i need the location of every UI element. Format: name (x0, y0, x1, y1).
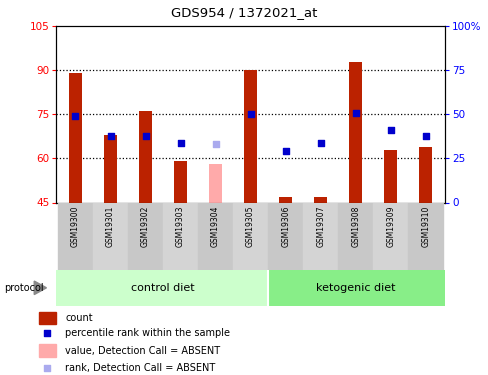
Text: GSM19309: GSM19309 (386, 206, 394, 248)
Text: GSM19305: GSM19305 (245, 206, 255, 248)
Bar (313, 196, 326, 202)
Point (211, 141, 219, 147)
Bar (267, 270, 444, 306)
Point (71, 113, 79, 119)
Bar (383, 150, 397, 202)
Bar (348, 62, 362, 202)
Bar (372, 202, 407, 270)
Bar (139, 111, 152, 202)
Bar (303, 202, 338, 270)
Bar (418, 147, 431, 202)
Bar (39, 312, 56, 324)
Text: rank, Detection Call = ABSENT: rank, Detection Call = ABSENT (65, 363, 215, 373)
Text: percentile rank within the sample: percentile rank within the sample (65, 328, 230, 338)
Point (43, 330, 51, 336)
Text: count: count (65, 313, 93, 323)
Bar (208, 164, 222, 202)
Bar (163, 202, 198, 270)
Bar (128, 202, 163, 270)
Bar (407, 202, 442, 270)
Text: GSM19306: GSM19306 (281, 206, 289, 248)
Text: ketogenic diet: ketogenic diet (315, 283, 395, 293)
Point (316, 140, 324, 146)
Text: value, Detection Call = ABSENT: value, Detection Call = ABSENT (65, 346, 220, 356)
Point (386, 127, 394, 133)
Point (281, 148, 289, 154)
Bar (174, 161, 187, 202)
Bar (244, 70, 257, 202)
Text: GDS954 / 1372021_at: GDS954 / 1372021_at (171, 6, 317, 19)
Point (246, 111, 254, 117)
Bar (279, 196, 292, 202)
Bar (103, 135, 117, 202)
Text: GSM19310: GSM19310 (420, 206, 429, 247)
Point (351, 110, 359, 116)
Text: GSM19304: GSM19304 (211, 206, 220, 248)
Text: GSM19308: GSM19308 (350, 206, 360, 247)
Bar (39, 345, 56, 357)
Text: GSM19307: GSM19307 (316, 206, 325, 248)
Text: GSM19301: GSM19301 (106, 206, 115, 247)
Bar (69, 73, 82, 202)
Text: protocol: protocol (4, 283, 43, 293)
Text: GSM19303: GSM19303 (176, 206, 184, 248)
Bar (338, 202, 372, 270)
Point (142, 132, 149, 138)
Point (176, 140, 184, 146)
Text: GSM19302: GSM19302 (141, 206, 150, 247)
Bar (56, 270, 267, 306)
Bar (93, 202, 128, 270)
Point (43, 365, 51, 371)
Text: GSM19300: GSM19300 (71, 206, 80, 248)
Text: control diet: control diet (131, 283, 195, 293)
Point (421, 132, 429, 138)
Bar (267, 202, 303, 270)
Bar (233, 202, 267, 270)
Bar (58, 202, 93, 270)
Bar (198, 202, 233, 270)
Point (106, 132, 114, 138)
